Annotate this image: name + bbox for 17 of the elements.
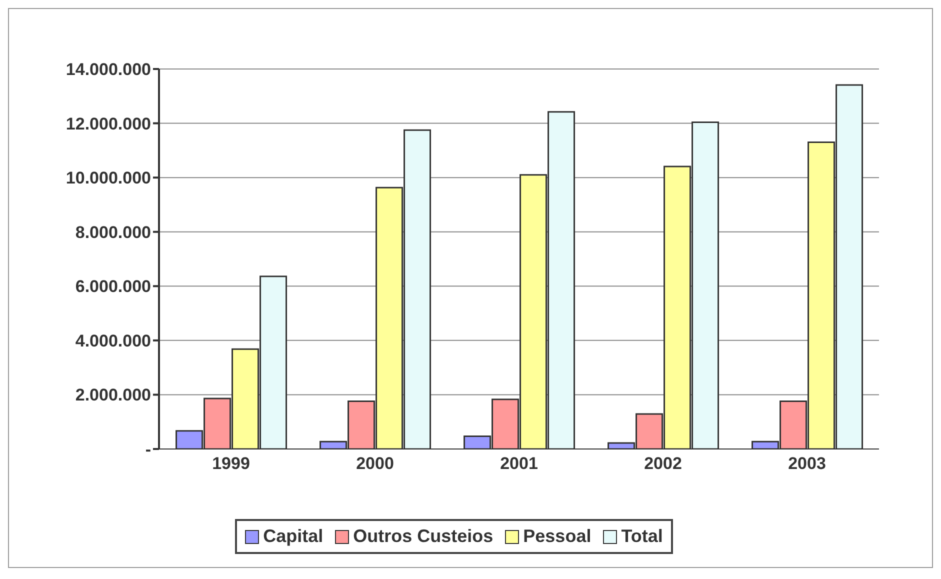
legend-label: Outros Custeios — [352, 526, 494, 547]
x-tick-label: 2001 — [500, 454, 538, 474]
y-tick-label: 14.000.000 — [66, 60, 151, 80]
x-tick-label: 2000 — [356, 454, 394, 474]
y-tick-label: 8.000.000 — [75, 222, 151, 242]
y-tick-label: 4.000.000 — [75, 331, 151, 350]
x-tick-label: 2003 — [788, 454, 826, 474]
y-tick-label: 10.000.000 — [66, 168, 151, 188]
x-tick-label: 2002 — [644, 454, 682, 474]
y-tick-label: - — [145, 440, 151, 460]
legend-label: Pessoal — [522, 526, 592, 547]
x-tick-label: 1999 — [212, 454, 250, 474]
y-tick-label: 12.000.000 — [66, 114, 151, 134]
y-tick-label: 6.000.000 — [75, 277, 151, 296]
legend-label: Total — [620, 526, 663, 547]
y-tick-label: 2.000.000 — [75, 386, 151, 405]
legend-label: Capital — [262, 526, 324, 547]
